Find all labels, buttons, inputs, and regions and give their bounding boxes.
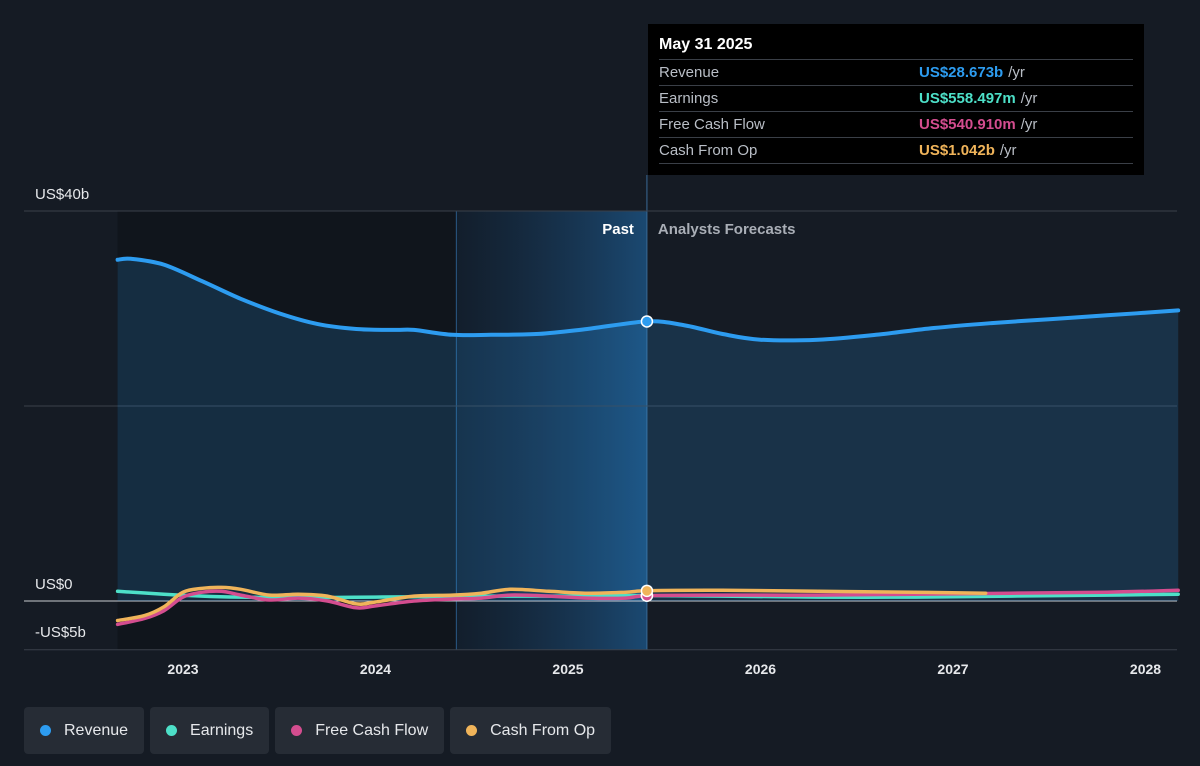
- legend-label: Revenue: [64, 721, 129, 739]
- legend-label: Earnings: [190, 721, 254, 739]
- legend-label: Cash From Op: [490, 721, 596, 739]
- revenue-marker: [640, 315, 654, 328]
- legend-item-earnings[interactable]: Earnings: [150, 707, 270, 754]
- tooltip-row-earnings: Earnings US$558.497m /yr: [659, 85, 1133, 111]
- tooltip-value: US$558.497m: [919, 90, 1016, 107]
- x-tick-label: 2025: [552, 661, 583, 677]
- forecast-label: Analysts Forecasts: [658, 221, 796, 238]
- revenue-area: [117, 258, 1179, 601]
- tooltip-value: US$1.042b: [919, 142, 995, 159]
- tooltip-label: Cash From Op: [659, 142, 758, 159]
- tooltip-unit: /yr: [1020, 90, 1038, 107]
- tooltip-label: Free Cash Flow: [659, 116, 765, 133]
- tooltip-panel: May 31 2025 Revenue US$28.673b /yr Earni…: [648, 24, 1144, 175]
- tooltip-label: Earnings: [659, 90, 719, 107]
- tooltip-unit: /yr: [999, 142, 1017, 159]
- free-cash-flow-line: [115, 588, 1180, 627]
- legend-dot-icon: [40, 725, 51, 736]
- legend-dot-icon: [291, 725, 303, 736]
- legend-dot-icon: [166, 725, 178, 736]
- legend-item-cash-from-op[interactable]: Cash From Op: [450, 707, 612, 754]
- highlight-region: [456, 211, 647, 650]
- x-tick-label: 2024: [360, 661, 391, 677]
- tooltip-label: Revenue: [659, 64, 720, 81]
- tooltip-date: May 31 2025: [659, 36, 753, 53]
- legend-label: Free Cash Flow: [315, 721, 429, 739]
- cash-from-op-marker: [640, 584, 654, 598]
- tooltip-value: US$540.910m: [919, 116, 1016, 133]
- x-tick-label: 2023: [167, 661, 198, 677]
- past-label: Past: [602, 221, 634, 238]
- x-tick-label: 2027: [937, 661, 968, 677]
- y-axis-label: -US$5b: [35, 624, 86, 641]
- tooltip-unit: /yr: [1020, 116, 1038, 133]
- revenue-line: [115, 256, 1181, 343]
- x-tick-label: 2028: [1130, 661, 1161, 677]
- y-axis-label: US$40b: [35, 186, 89, 203]
- tooltip-unit: /yr: [1008, 64, 1025, 81]
- tooltip-row-cash-from-op: Cash From Op US$1.042b /yr: [659, 137, 1133, 164]
- cash-from-op-line: [115, 585, 988, 623]
- tooltip-value: US$28.673b: [919, 64, 1004, 81]
- y-axis-label: US$0: [35, 576, 73, 593]
- legend-dot-icon: [466, 725, 478, 736]
- legend-item-free-cash-flow[interactable]: Free Cash Flow: [275, 707, 445, 754]
- tooltip-row-free-cash-flow: Free Cash Flow US$540.910m /yr: [659, 111, 1133, 137]
- tooltip-row-revenue: Revenue US$28.673b /yr: [659, 59, 1133, 85]
- x-tick-label: 2026: [745, 661, 776, 677]
- chart-legend: Revenue Earnings Free Cash Flow Cash Fro…: [24, 707, 617, 754]
- legend-item-revenue[interactable]: Revenue: [24, 707, 145, 754]
